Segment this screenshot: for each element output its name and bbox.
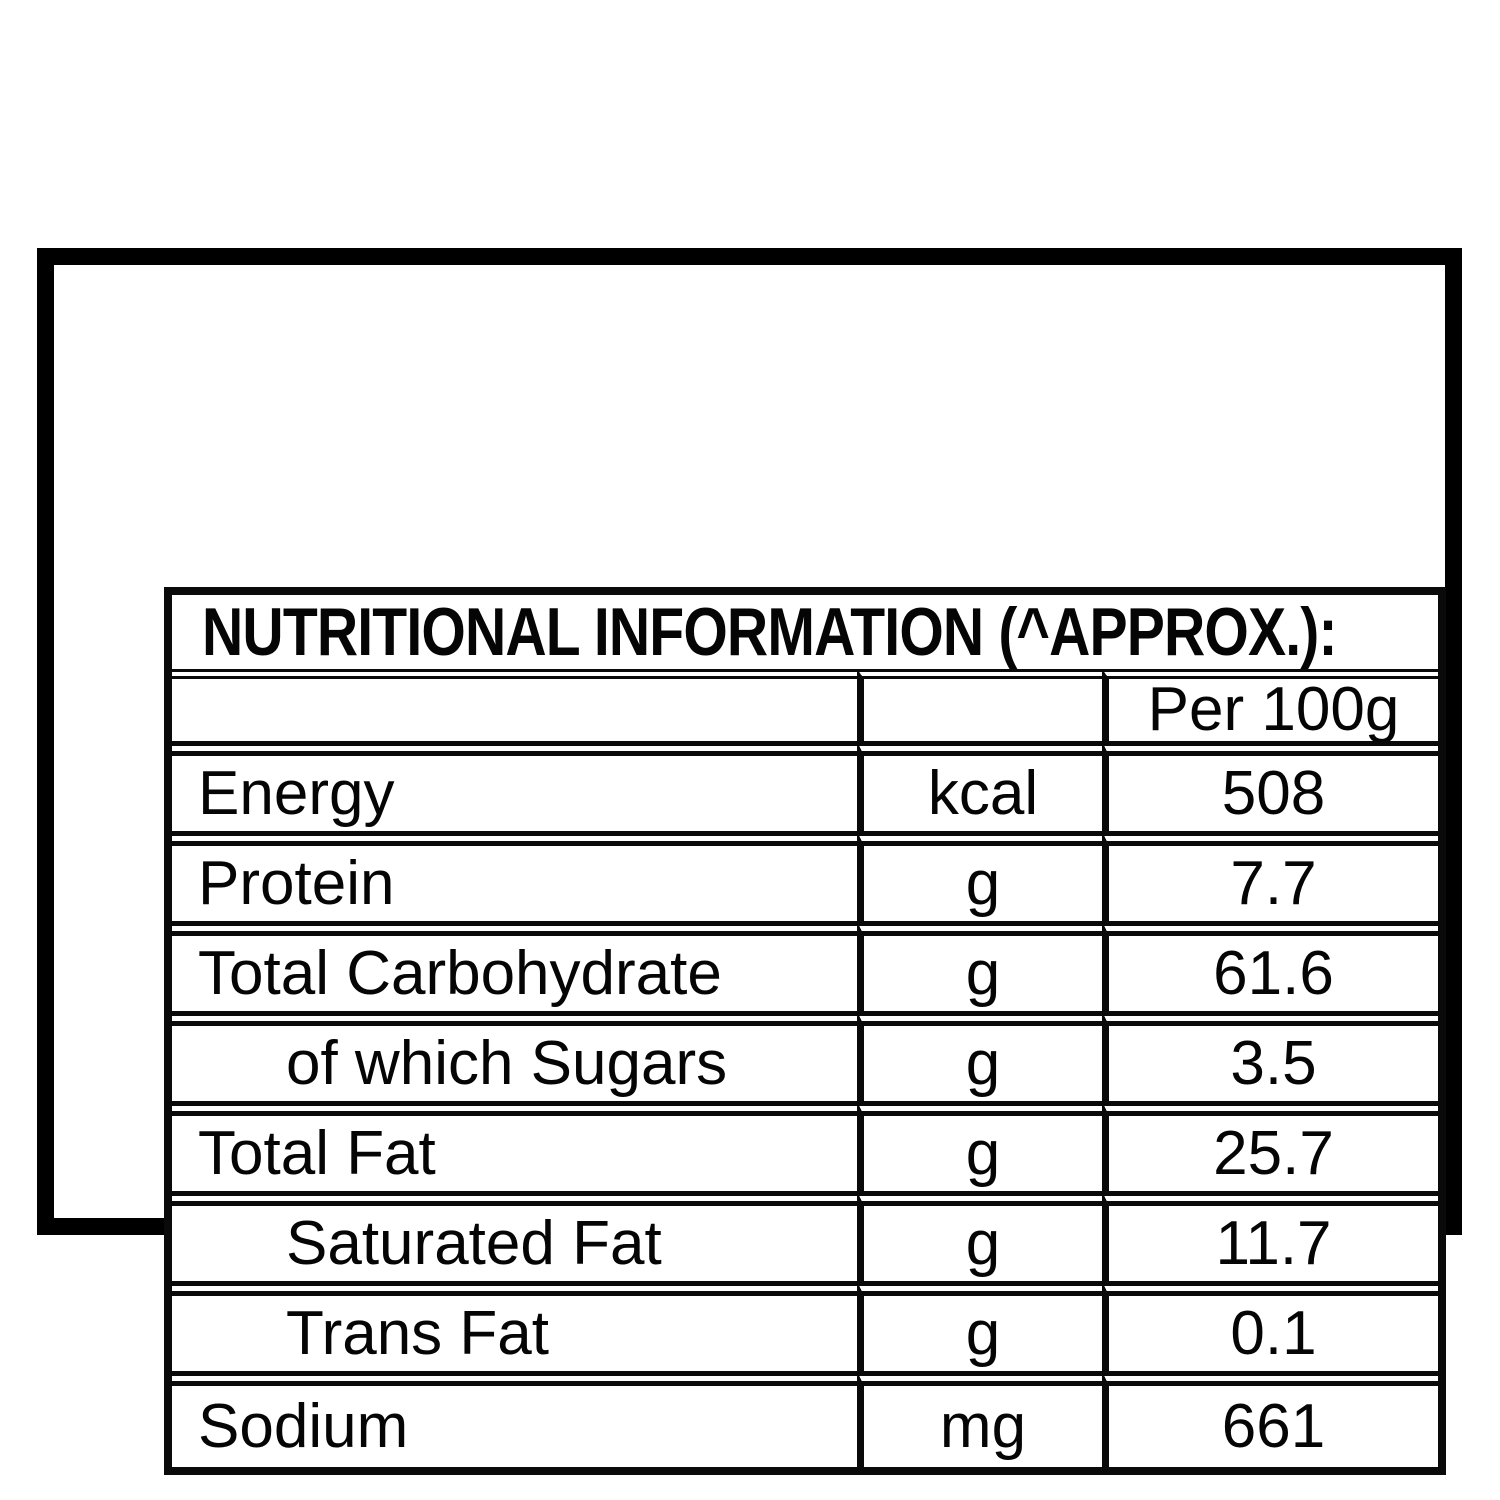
nutrient-value: 508	[1102, 741, 1438, 831]
nutrient-value: 25.7	[1102, 1101, 1438, 1191]
nutrient-value: 7.7	[1102, 831, 1438, 921]
nutrient-label: Sodium	[172, 1371, 857, 1467]
nutrient-value: 61.6	[1102, 921, 1438, 1011]
nutrient-unit: g	[857, 1191, 1102, 1281]
nutrient-value: 3.5	[1102, 1011, 1438, 1101]
header-empty-cell-2	[857, 669, 1102, 741]
nutrient-unit: g	[857, 921, 1102, 1011]
nutrient-label: Total Fat	[172, 1101, 857, 1191]
nutrient-label: of which Sugars	[172, 1011, 857, 1101]
nutrient-label: Energy	[172, 741, 857, 831]
nutrient-value: 661	[1102, 1371, 1438, 1467]
header-empty-cell-1	[172, 669, 857, 741]
nutrient-unit: kcal	[857, 741, 1102, 831]
nutrition-table: NUTRITIONAL INFORMATION (^APPROX.): Per …	[164, 587, 1446, 1475]
nutrient-value: 11.7	[1102, 1191, 1438, 1281]
nutrient-label: Total Carbohydrate	[172, 921, 857, 1011]
nutrient-label: Saturated Fat	[172, 1191, 857, 1281]
table-title-text: NUTRITIONAL INFORMATION (^APPROX.):	[202, 594, 1337, 670]
nutrient-unit: g	[857, 1281, 1102, 1371]
per-100g-header: Per 100g	[1102, 669, 1438, 741]
nutrient-unit: mg	[857, 1371, 1102, 1467]
label-outer-frame: NUTRITIONAL INFORMATION (^APPROX.): Per …	[37, 248, 1462, 1475]
nutrient-label: Protein	[172, 831, 857, 921]
nutrient-unit: g	[857, 831, 1102, 921]
nutrient-unit: g	[857, 1101, 1102, 1191]
nutrient-unit: g	[857, 1011, 1102, 1101]
nutrient-value: 0.1	[1102, 1281, 1438, 1371]
nutrient-label: Trans Fat	[172, 1281, 857, 1371]
table-title: NUTRITIONAL INFORMATION (^APPROX.):	[172, 595, 1438, 669]
